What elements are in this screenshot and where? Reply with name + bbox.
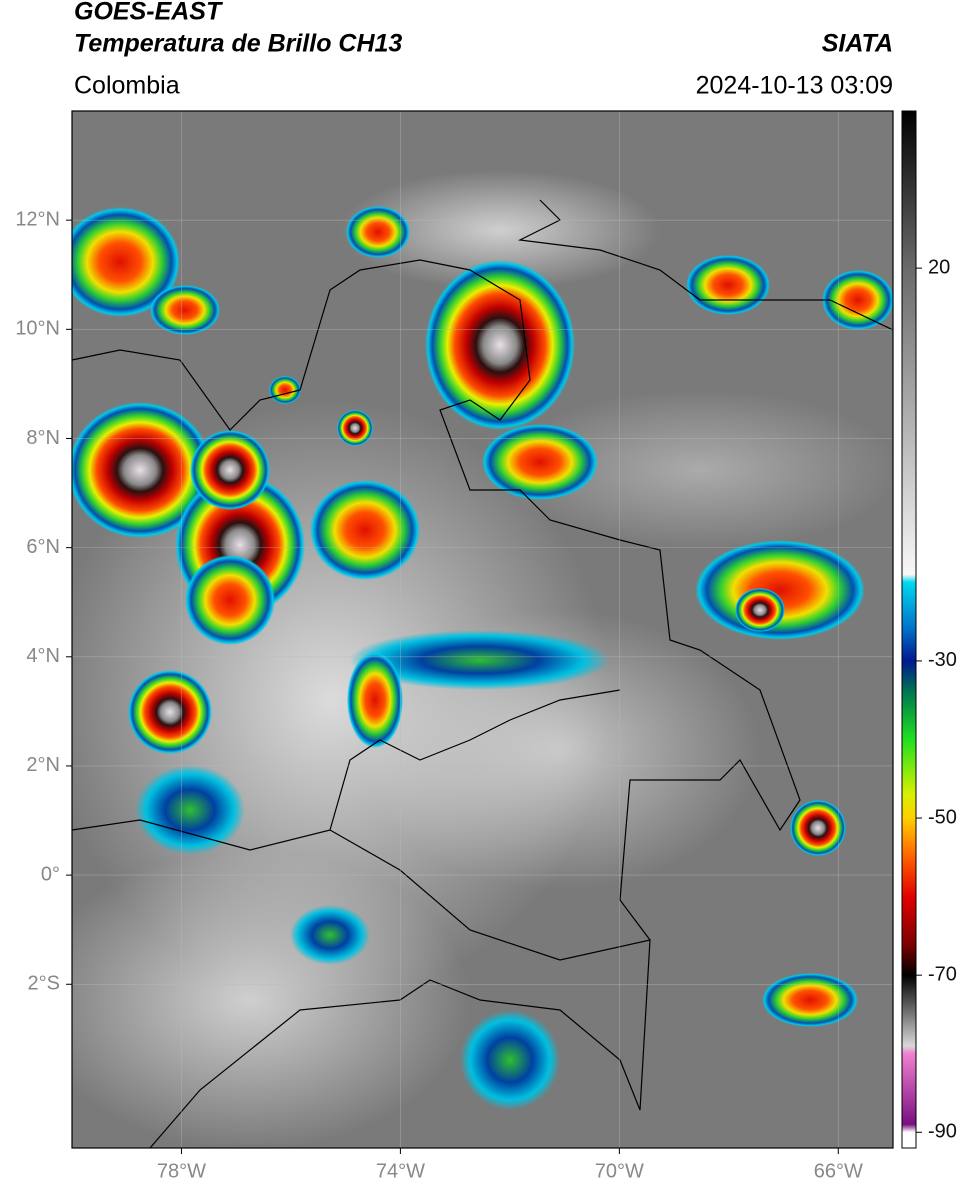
x-tick-label: 70°W xyxy=(595,1160,644,1182)
subtitle: Temperatura de Brillo CH13 xyxy=(74,30,402,58)
colorbar xyxy=(901,110,917,1149)
title: GOES-EAST xyxy=(74,0,224,26)
datetime: 2024-10-13 03:09 xyxy=(696,72,893,100)
x-tick-label: 74°W xyxy=(376,1160,425,1182)
y-tick-label: 6°N xyxy=(26,536,60,558)
y-tick-label: 0° xyxy=(41,863,60,885)
region: Colombia xyxy=(74,72,180,100)
satellite-image xyxy=(72,111,893,1148)
axes: 78°W 74°W 70°W 66°W 12°N 10°N 8°N 6°N 4°N 2°N 0° 2°… xyxy=(15,208,863,1182)
colorbar-tick-label: -90 xyxy=(928,1121,957,1143)
graticule xyxy=(72,111,893,1148)
y-tick-label: 8°N xyxy=(26,427,60,449)
y-tick-label: 2°S xyxy=(28,973,60,995)
colorbar-tick-label: -70 xyxy=(928,963,957,985)
colorbar-tick-label: -30 xyxy=(928,649,957,671)
y-tick-label: 12°N xyxy=(15,208,60,230)
y-tick-label: 4°N xyxy=(26,645,60,667)
colorbar-ticks: 20 -30 -50 -70 -90 xyxy=(916,256,957,1143)
x-tick-label: 78°W xyxy=(157,1160,206,1182)
source: SIATA xyxy=(822,30,893,58)
y-tick-label: 10°N xyxy=(15,318,60,340)
colorbar-tick-label: 20 xyxy=(928,256,950,278)
map-frame xyxy=(71,110,894,1149)
x-tick-label: 66°W xyxy=(814,1160,863,1182)
y-tick-label: 2°N xyxy=(26,754,60,776)
colorbar-tick-label: -50 xyxy=(928,806,957,828)
